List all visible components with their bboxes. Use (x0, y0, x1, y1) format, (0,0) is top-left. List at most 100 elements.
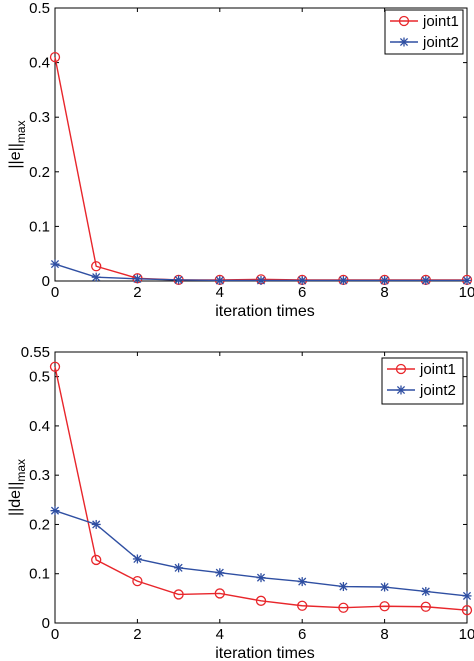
y-tick-label: 0.2 (29, 516, 50, 533)
data-point-asterisk (399, 37, 409, 47)
data-point-circle (398, 15, 410, 27)
asterisk-stroke (421, 587, 430, 596)
asterisk-stroke (215, 568, 224, 577)
x-tick-label: 8 (380, 284, 388, 301)
data-point-asterisk (396, 385, 406, 395)
data-point-circle (297, 600, 308, 611)
y-tick-label: 0 (42, 273, 50, 290)
data-point-asterisk (338, 275, 348, 285)
y-axis-label: ||de||max (7, 459, 28, 516)
asterisk-stroke (256, 276, 266, 285)
x-axis-label: iteration times (215, 645, 315, 661)
data-point-asterisk (421, 586, 431, 596)
data-point-circle (214, 588, 225, 599)
data-point-circle (461, 605, 473, 616)
legend-box (381, 357, 464, 405)
series-joint1 (49, 361, 473, 616)
plot-area (54, 351, 468, 624)
series-joint1 (49, 51, 473, 286)
asterisk-stroke (174, 275, 183, 284)
asterisk-stroke (298, 577, 307, 586)
data-point-asterisk (50, 506, 60, 516)
asterisk-stroke (256, 573, 266, 582)
x-tick-label: 2 (133, 284, 141, 301)
series-joint2 (50, 506, 472, 601)
legend: joint1 joint2 (384, 9, 464, 55)
asterisk-stroke (298, 276, 307, 285)
asterisk-stroke (339, 582, 348, 591)
y-tick-label: 0 (42, 615, 50, 632)
chart-1: 0 2 4 6 8 10 0 0.1 0.2 0.3 0.4 0.5 iteration times ||… (7, 0, 474, 320)
y-tick-label: 0.4 (29, 418, 50, 435)
series-joint2 (50, 259, 472, 285)
legend-label: joint2 (419, 382, 456, 399)
asterisk-stroke (50, 260, 60, 269)
y-tick-label: 0.1 (29, 566, 50, 583)
data-point-asterisk (215, 568, 225, 578)
asterisk-stroke (92, 273, 101, 282)
x-tick-label: 10 (459, 626, 474, 643)
x-tick-label: 4 (216, 284, 224, 301)
asterisk-stroke (133, 274, 142, 283)
data-point-circle (132, 575, 143, 587)
y-tick-label: 0.55 (21, 344, 50, 361)
data-point-circle (395, 363, 407, 375)
data-point-circle (91, 261, 102, 272)
series-line (54, 509, 468, 597)
data-point-asterisk (215, 275, 225, 285)
data-point-circle (173, 589, 184, 600)
y-tick-label: 0.5 (29, 369, 50, 386)
series-line (54, 57, 467, 281)
x-tick-label: 6 (298, 626, 306, 643)
x-tick-label: 4 (216, 626, 224, 643)
asterisk-stroke (380, 276, 389, 285)
asterisk-stroke (462, 276, 472, 285)
chart-2: 0 2 4 6 8 10 0 0.1 0.2 0.3 0.4 0.5 0.55 iteration tim… (7, 344, 474, 661)
data-point-circle (49, 51, 61, 63)
asterisk-stroke (421, 276, 430, 285)
y-tick-label: 0.4 (29, 55, 50, 72)
asterisk-stroke (215, 276, 224, 285)
data-point-circle (420, 601, 431, 612)
legend-box (384, 9, 464, 55)
asterisk-stroke (396, 385, 406, 395)
asterisk-stroke (133, 554, 142, 564)
asterisk-stroke (174, 563, 183, 572)
data-point-asterisk (91, 519, 101, 529)
y-tick-label: 0.5 (29, 0, 50, 17)
data-point-asterisk (174, 563, 184, 573)
asterisk-stroke (380, 582, 389, 592)
data-point-asterisk (132, 274, 142, 284)
data-point-asterisk (380, 275, 390, 285)
legend-label: joint1 (419, 361, 456, 378)
y-axis-label: ||e||max (7, 120, 28, 168)
data-point-circle (91, 554, 102, 566)
data-point-asterisk (421, 275, 431, 285)
y-tick-label: 0.3 (29, 109, 50, 126)
data-point-asterisk (91, 272, 101, 282)
legend-label: joint2 (422, 34, 459, 51)
asterisk-stroke (92, 520, 101, 529)
x-axis-label: iteration times (215, 303, 315, 320)
x-tick-label: 0 (51, 626, 59, 643)
x-tick-label: 6 (298, 284, 306, 301)
data-point-asterisk (132, 554, 142, 564)
y-tick-label: 0.1 (29, 218, 50, 235)
data-point-asterisk (256, 275, 266, 285)
asterisk-stroke (339, 276, 348, 285)
data-point-asterisk (338, 582, 348, 592)
data-point-asterisk (50, 259, 60, 269)
asterisk-stroke (462, 591, 472, 600)
series-line (54, 366, 468, 611)
data-point-circle (49, 361, 61, 372)
data-point-asterisk (174, 275, 184, 285)
legend: joint1 joint2 (381, 357, 464, 405)
data-point-asterisk (462, 591, 472, 601)
data-point-circle (338, 602, 349, 613)
x-tick-label: 0 (51, 284, 59, 301)
y-tick-label: 0.2 (29, 164, 50, 181)
data-point-asterisk (297, 577, 307, 587)
y-tick-label: 0.3 (29, 467, 50, 484)
x-tick-label: 10 (459, 284, 474, 301)
